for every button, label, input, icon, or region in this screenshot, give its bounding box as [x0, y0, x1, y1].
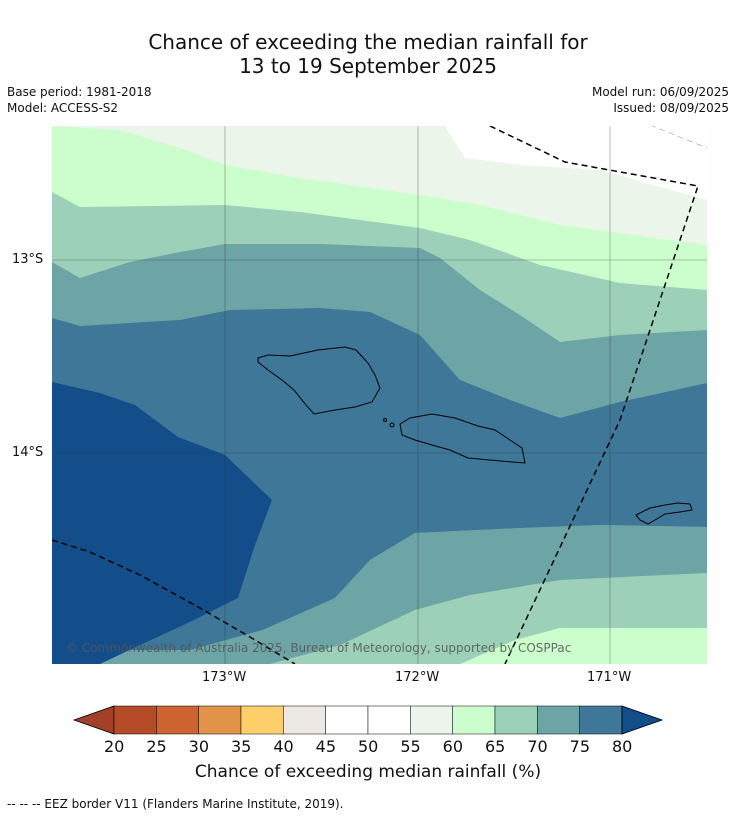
model-run: Model run: 06/09/2025	[591, 85, 729, 99]
colorbar-bin-b35_40	[240, 705, 284, 735]
upolu-island	[399, 413, 526, 464]
model-name: Model: ACCESS-S2	[7, 101, 119, 115]
colorbar-bin-b20_25	[113, 705, 157, 735]
meta-left: Base period: 1981-2018 Model: ACCESS-S2	[7, 84, 152, 116]
meta-right: Model run: 06/09/2025 Issued: 08/09/2025	[592, 84, 729, 116]
colorbar-bin-b65_70	[494, 705, 538, 735]
title-line-1: Chance of exceeding the median rainfall …	[148, 30, 588, 54]
tutuila-island	[635, 502, 693, 525]
colorbar-tick-25: 25	[146, 737, 167, 756]
colorbar-tick-40: 40	[273, 737, 294, 756]
base-period: Base period: 1981-2018	[7, 85, 152, 99]
band-50-55	[445, 126, 707, 200]
savaii-island	[257, 346, 381, 415]
colorbar-tick-70: 70	[527, 737, 548, 756]
colorbar-arrow-below	[72, 705, 115, 735]
colorbar-arrow-above	[621, 705, 664, 735]
title-line-2: 13 to 19 September 2025	[239, 54, 497, 78]
map-title: Chance of exceeding the median rainfall …	[0, 30, 736, 78]
lat-label-13s: 13°S	[12, 252, 44, 267]
colorbar	[72, 705, 664, 735]
colorbar-bin-b45_50	[325, 705, 369, 735]
lon-label-171w: 171°W	[587, 670, 632, 685]
colorbar-tick-80: 80	[612, 737, 633, 756]
lon-label-173w: 173°W	[202, 670, 247, 685]
copyright-notice: © Commonwealth of Australia 2025, Bureau…	[66, 641, 572, 655]
colorbar-bin-b40_45	[283, 705, 326, 735]
band-60-65-bottom	[460, 628, 707, 664]
colorbar-bin-b25_30	[156, 705, 199, 735]
colorbar-bins	[113, 705, 623, 735]
colorbar-title: Chance of exceeding median rainfall (%)	[194, 762, 542, 782]
colorbar-bin-b60_65	[452, 705, 496, 735]
islands	[257, 346, 693, 525]
colorbar-bin-b50_55	[367, 705, 411, 735]
colorbar-tick-55: 55	[400, 737, 421, 756]
colorbar-bin-b55_60	[410, 705, 453, 735]
colorbar-bin-b70_75	[537, 705, 580, 735]
issued-date: Issued: 08/09/2025	[613, 101, 729, 115]
graticule	[52, 126, 707, 664]
eez-border	[52, 126, 707, 664]
colorbar-tick-50: 50	[358, 737, 379, 756]
colorbar-bin-b75_80	[579, 705, 623, 735]
lon-label-172w: 172°W	[395, 670, 440, 685]
colorbar-tick-65: 65	[485, 737, 506, 756]
colorbar-tick-30: 30	[188, 737, 210, 756]
colorbar-tick-35: 35	[231, 737, 252, 756]
colorbar-bin-b30_35	[198, 705, 242, 735]
band-above-80	[52, 382, 272, 664]
contour-fills	[52, 126, 707, 664]
lat-label-14s: 14°S	[12, 445, 44, 460]
colorbar-tick-20: 20	[104, 737, 125, 756]
colorbar-tick-75: 75	[569, 737, 591, 756]
colorbar-tick-60: 60	[442, 737, 464, 756]
colorbar-tick-45: 45	[315, 737, 337, 756]
eez-legend-note: -- -- -- EEZ border V11 (Flanders Marine…	[7, 797, 344, 811]
